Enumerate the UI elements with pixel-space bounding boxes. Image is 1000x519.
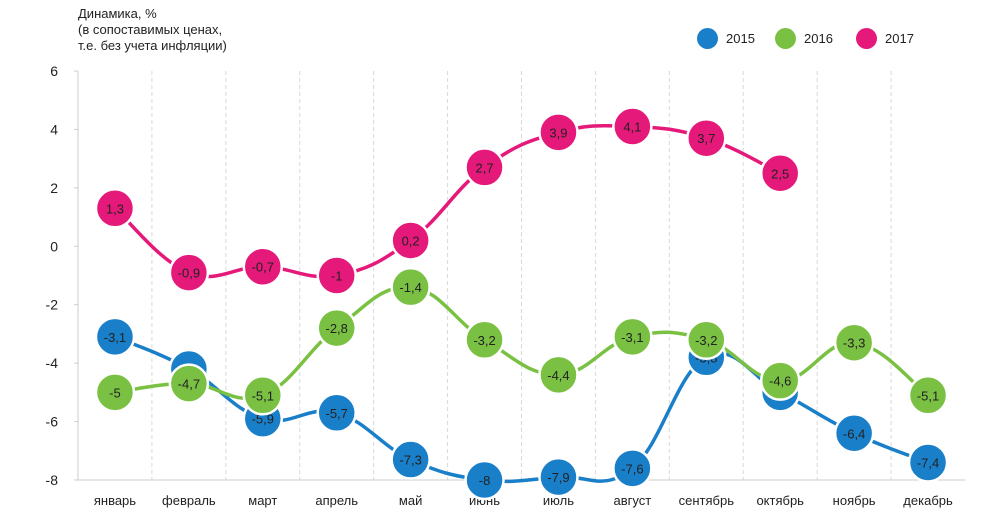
data-point-2017 [464,147,505,188]
data-label-2015: -8 [479,473,491,488]
y-tick-label: 0 [50,238,58,254]
data-point-2016 [94,372,136,413]
data-label-2015: -3,1 [104,330,126,345]
data-label-2016: -3,2 [473,333,495,348]
data-label-2016: -3,3 [843,336,865,351]
y-tick-label: 4 [50,121,58,137]
data-label-2015: -5,9 [252,412,274,427]
data-label-2017: -1 [331,269,343,284]
x-tick-label: август [614,493,652,508]
series-line-2017 [113,123,782,279]
series-markers: -3,1-4,2-5,9-5,7-7,3-8-7,9-7,6-3,8-5-6,4… [94,106,949,501]
data-label-2017: 4,1 [623,120,641,135]
data-label-2016: -5 [109,385,121,400]
data-point-2017 [686,117,727,159]
y-tick-label: -2 [46,297,59,313]
data-point-2016 [464,319,505,361]
data-label-2017: 3,7 [697,131,715,146]
legend-label: 2016 [804,31,833,46]
y-tick-label: -8 [46,472,59,488]
y-axis-title-line: Динамика, % [78,6,157,21]
data-label-2016: -5,1 [917,388,939,403]
x-tick-label: октябрь [756,493,804,508]
data-point-2017 [759,153,801,194]
data-point-2017 [612,106,653,147]
data-label-2015: -7,3 [399,453,421,468]
data-label-2015: -7,4 [917,455,939,470]
legend-item-2017[interactable]: 2017 [856,28,914,49]
data-label-2016: -4,4 [547,368,569,383]
data-label-2017: -0,7 [252,260,274,275]
data-label-2016: -3,2 [695,333,717,348]
data-label-2016: -1,4 [399,280,421,295]
data-point-2016 [907,375,949,416]
data-label-2015: -7,9 [547,470,569,485]
y-axis-title-line: т.е. без учета инфляции) [78,38,227,53]
y-axis-title-line: (в сопоставимых ценах, [78,22,223,37]
data-point-2017 [94,188,136,229]
data-label-2017: 3,9 [549,125,567,140]
data-point-2016 [316,307,357,349]
data-label-2015: -7,6 [621,461,643,476]
x-tick-label: декабрь [903,493,953,508]
data-label-2016: -5,1 [252,388,274,403]
data-point-2017 [168,252,210,293]
x-tick-label: февраль [162,493,216,508]
legend-item-2015[interactable]: 2015 [697,28,755,49]
data-point-2015 [94,316,136,358]
y-tick-label: 2 [50,180,58,196]
x-tick-label: март [248,493,277,508]
x-tick-label: ноябрь [833,493,876,508]
data-point-2015 [612,448,653,489]
data-label-2016: -4,6 [769,374,791,389]
data-point-2017 [538,112,579,153]
data-point-2016 [168,363,210,404]
data-label-2016: -3,1 [621,330,643,345]
data-label-2016: -2,8 [326,321,348,336]
y-tick-label: -6 [46,414,59,430]
data-label-2016: -4,7 [178,377,200,392]
x-tick-label: июль [543,493,574,508]
data-point-2016 [538,354,579,396]
data-point-2015 [464,459,505,501]
data-label-2015: -5,7 [326,406,348,421]
legend-swatch [775,28,796,49]
data-point-2015 [390,439,431,480]
data-label-2017: -0,9 [178,266,200,281]
data-point-2016 [759,360,801,401]
y-tick-label: -4 [46,355,59,371]
y-tick-label: 6 [50,63,58,79]
legend-label: 2015 [726,31,755,46]
legend-swatch [856,28,877,49]
data-label-2017: 1,3 [106,201,124,216]
data-point-2015 [907,442,949,483]
x-tick-label: январь [94,493,136,508]
legend-label: 2017 [885,31,914,46]
x-tick-label: апрель [315,493,358,508]
data-label-2017: 2,7 [476,160,494,175]
data-point-2016 [833,322,875,363]
data-point-2015 [833,413,875,454]
data-point-2017 [242,246,284,287]
legend-swatch [697,28,718,49]
data-point-2017 [316,255,357,296]
data-label-2017: 2,5 [771,166,789,181]
data-point-2015 [538,456,579,498]
data-label-2015: -6,4 [843,426,865,441]
data-point-2016 [390,266,431,308]
legend-item-2016[interactable]: 2016 [775,28,833,49]
x-tick-label: сентябрь [679,493,735,508]
data-point-2016 [242,375,284,416]
data-point-2017 [390,220,431,261]
data-point-2015 [316,392,357,434]
data-point-2016 [612,316,653,358]
data-label-2017: 0,2 [402,233,420,248]
data-point-2016 [686,319,727,361]
x-tick-label: май [399,493,422,508]
